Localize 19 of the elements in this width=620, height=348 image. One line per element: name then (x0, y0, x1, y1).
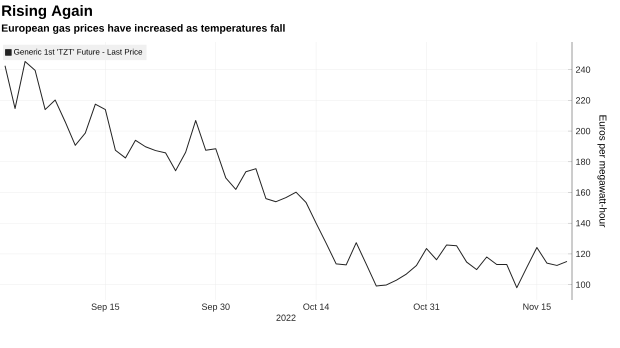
y-tick-label: 120 (576, 250, 590, 258)
y-tick-label: 140 (576, 220, 590, 226)
x-tick-label: Oct 31 (414, 304, 440, 310)
x-axis-title: 2022 (276, 314, 296, 321)
x-tick-label: Oct 14 (303, 304, 330, 310)
y-tick-label: 160 (576, 189, 590, 196)
x-tick-label: Sep 30 (202, 304, 230, 312)
y-tick-label: 220 (576, 97, 590, 104)
y-tick-label: 180 (576, 158, 590, 165)
x-tick-label: Sep 15 (92, 304, 120, 312)
x-tick-label: Nov 15 (523, 304, 551, 310)
y-tick-label: 100 (576, 281, 590, 288)
chart-subtitle: European gas prices have increased as temperatures fall (2, 24, 285, 34)
line-series (4, 61, 568, 288)
legend-label: Generic 1st 'TZT' Future - Last Price (14, 48, 142, 55)
y-tick-label: 240 (576, 66, 590, 73)
chart-title: Rising Again (2, 4, 92, 20)
y-axis-title: Euros per megawatt-hour (597, 115, 607, 228)
y-tick-label: 200 (576, 128, 590, 134)
